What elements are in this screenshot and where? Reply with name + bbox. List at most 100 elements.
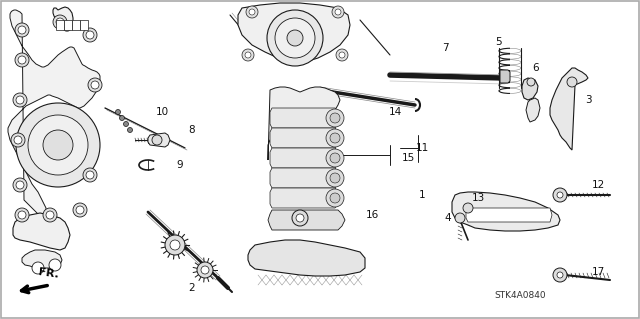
- Text: 17: 17: [591, 267, 605, 277]
- Text: 11: 11: [415, 143, 429, 153]
- Circle shape: [170, 240, 180, 250]
- Circle shape: [197, 262, 213, 278]
- Circle shape: [326, 169, 344, 187]
- Circle shape: [463, 203, 473, 213]
- Circle shape: [28, 115, 88, 175]
- Circle shape: [326, 149, 344, 167]
- Circle shape: [557, 192, 563, 198]
- Circle shape: [53, 15, 67, 29]
- Circle shape: [49, 259, 61, 271]
- Circle shape: [201, 266, 209, 274]
- Circle shape: [83, 168, 97, 182]
- Circle shape: [336, 49, 348, 61]
- Circle shape: [13, 93, 27, 107]
- Text: 9: 9: [177, 160, 183, 170]
- Circle shape: [330, 193, 340, 203]
- Circle shape: [326, 109, 344, 127]
- Polygon shape: [452, 192, 560, 231]
- Circle shape: [335, 9, 341, 15]
- Circle shape: [553, 268, 567, 282]
- Circle shape: [527, 78, 535, 86]
- Polygon shape: [8, 10, 100, 215]
- Circle shape: [339, 52, 345, 58]
- Circle shape: [88, 78, 102, 92]
- Circle shape: [15, 23, 29, 37]
- Circle shape: [557, 272, 563, 278]
- Circle shape: [165, 235, 185, 255]
- Text: 1: 1: [419, 190, 426, 200]
- Circle shape: [553, 188, 567, 202]
- Circle shape: [455, 213, 465, 223]
- Polygon shape: [500, 70, 510, 83]
- Polygon shape: [270, 188, 338, 208]
- Text: 10: 10: [156, 107, 168, 117]
- Circle shape: [14, 136, 22, 144]
- Text: 4: 4: [445, 213, 451, 223]
- Text: 12: 12: [591, 180, 605, 190]
- Polygon shape: [270, 128, 338, 148]
- Circle shape: [330, 113, 340, 123]
- Circle shape: [18, 56, 26, 64]
- Polygon shape: [270, 108, 338, 128]
- Circle shape: [16, 96, 24, 104]
- Text: 14: 14: [388, 107, 402, 117]
- Circle shape: [332, 6, 344, 18]
- Circle shape: [326, 129, 344, 147]
- Polygon shape: [72, 20, 80, 30]
- Text: 8: 8: [189, 125, 195, 135]
- Circle shape: [292, 210, 308, 226]
- Circle shape: [275, 18, 315, 58]
- Polygon shape: [53, 7, 73, 31]
- Circle shape: [267, 10, 323, 66]
- Circle shape: [115, 109, 120, 115]
- Polygon shape: [22, 250, 62, 272]
- Circle shape: [245, 52, 251, 58]
- Circle shape: [18, 26, 26, 34]
- Circle shape: [43, 208, 57, 222]
- Circle shape: [15, 208, 29, 222]
- Polygon shape: [148, 133, 170, 147]
- Circle shape: [11, 133, 25, 147]
- Polygon shape: [238, 3, 350, 62]
- Polygon shape: [270, 148, 338, 168]
- Circle shape: [120, 115, 125, 121]
- Circle shape: [330, 133, 340, 143]
- Circle shape: [86, 171, 94, 179]
- Circle shape: [330, 173, 340, 183]
- Polygon shape: [526, 98, 540, 122]
- Circle shape: [326, 189, 344, 207]
- Circle shape: [46, 211, 54, 219]
- Polygon shape: [466, 208, 552, 222]
- Text: 13: 13: [472, 193, 484, 203]
- Text: 3: 3: [585, 95, 591, 105]
- Circle shape: [124, 122, 129, 127]
- Circle shape: [16, 181, 24, 189]
- Polygon shape: [13, 213, 70, 250]
- Circle shape: [18, 211, 26, 219]
- Polygon shape: [268, 87, 340, 160]
- Text: 5: 5: [495, 37, 501, 47]
- Circle shape: [83, 28, 97, 42]
- Circle shape: [296, 214, 304, 222]
- Circle shape: [330, 153, 340, 163]
- Circle shape: [56, 18, 64, 26]
- Polygon shape: [522, 78, 538, 100]
- Circle shape: [13, 178, 27, 192]
- Text: STK4A0840: STK4A0840: [494, 291, 546, 300]
- Text: 16: 16: [365, 210, 379, 220]
- Polygon shape: [268, 210, 345, 230]
- Polygon shape: [550, 68, 588, 150]
- Text: 6: 6: [532, 63, 540, 73]
- Circle shape: [246, 6, 258, 18]
- Text: 2: 2: [189, 283, 195, 293]
- Circle shape: [152, 135, 162, 145]
- Polygon shape: [64, 20, 72, 30]
- Circle shape: [16, 103, 100, 187]
- Circle shape: [567, 77, 577, 87]
- Circle shape: [76, 206, 84, 214]
- Text: 7: 7: [442, 43, 448, 53]
- Circle shape: [73, 203, 87, 217]
- Text: FR.: FR.: [38, 267, 60, 280]
- Circle shape: [32, 262, 44, 274]
- Polygon shape: [248, 240, 365, 276]
